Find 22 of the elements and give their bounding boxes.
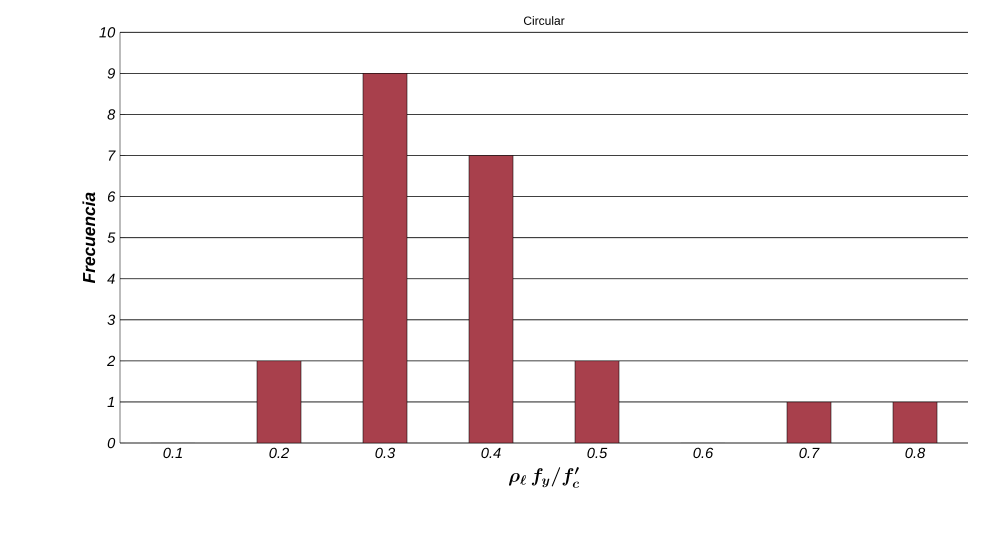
y-tick-label: 3 bbox=[107, 314, 116, 325]
y-axis-title: Frecuencia bbox=[82, 192, 96, 284]
y-tick-label: 8 bbox=[108, 109, 116, 120]
x-axis-title: $\boldsymbol{\rho_{\ell}\, f_{y} / f'_{c}}$ bbox=[508, 467, 580, 488]
y-tick-label: 2 bbox=[107, 356, 116, 366]
y-tick-label: 7 bbox=[108, 150, 116, 161]
x-tick-label: 0.3 bbox=[375, 448, 396, 458]
x-tick-label: 0.2 bbox=[269, 448, 289, 458]
x-tick-label: 0.8 bbox=[905, 448, 926, 458]
x-tick-label: 0.6 bbox=[693, 448, 714, 458]
y-tick-label: 6 bbox=[108, 191, 116, 202]
x-tick-label: 0.5 bbox=[587, 448, 608, 458]
y-tick-label: 10 bbox=[99, 27, 116, 38]
y-tick-label: 4 bbox=[107, 274, 115, 284]
x-tick-label: 0.1 bbox=[163, 448, 182, 458]
y-tick-label: 5 bbox=[107, 232, 116, 243]
x-tick-label: 0.7 bbox=[799, 448, 820, 458]
y-tick-label: 0 bbox=[108, 438, 116, 448]
x-tick-label: 0.4 bbox=[481, 448, 501, 458]
chart-title: Circular bbox=[524, 16, 564, 25]
y-tick-label: 1 bbox=[108, 396, 114, 407]
y-tick-label: 9 bbox=[108, 68, 115, 79]
